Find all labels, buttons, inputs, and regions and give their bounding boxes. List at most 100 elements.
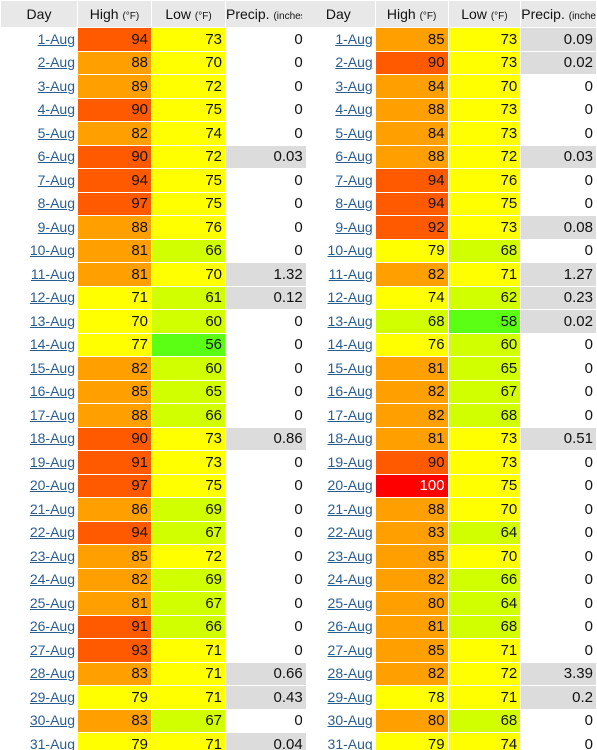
day-link[interactable]: 1-Aug	[335, 30, 373, 47]
table-row: 3-Aug 89 72 0	[1, 75, 306, 98]
day-link[interactable]: 8-Aug	[37, 195, 75, 212]
day-link[interactable]: 19-Aug	[29, 453, 75, 470]
day-link[interactable]: 10-Aug	[327, 242, 373, 259]
day-link[interactable]: 22-Aug	[327, 524, 373, 541]
table-row: 17-Aug 82 68 0	[302, 404, 596, 427]
day-link[interactable]: 15-Aug	[327, 359, 373, 376]
day-link[interactable]: 4-Aug	[335, 101, 373, 118]
day-link[interactable]: 13-Aug	[29, 312, 75, 329]
day-cell: 3-Aug	[1, 75, 77, 98]
day-link[interactable]: 31-Aug	[29, 735, 75, 750]
day-link[interactable]: 1-Aug	[37, 30, 75, 47]
precip-cell: 0	[226, 545, 306, 568]
table-row: 13-Aug 68 58 0.02	[302, 310, 596, 333]
day-link[interactable]: 26-Aug	[29, 618, 75, 635]
precip-cell: 0	[226, 639, 306, 662]
day-link[interactable]: 26-Aug	[327, 618, 373, 635]
day-link[interactable]: 14-Aug	[29, 336, 75, 353]
day-link[interactable]: 21-Aug	[327, 500, 373, 517]
day-link[interactable]: 9-Aug	[37, 218, 75, 235]
day-link[interactable]: 31-Aug	[327, 735, 373, 750]
day-link[interactable]: 20-Aug	[29, 477, 75, 494]
day-link[interactable]: 4-Aug	[37, 101, 75, 118]
day-link[interactable]: 23-Aug	[29, 547, 75, 564]
low-cell: 76	[152, 216, 225, 239]
day-cell: 27-Aug	[1, 639, 77, 662]
day-link[interactable]: 20-Aug	[327, 477, 373, 494]
day-link[interactable]: 23-Aug	[327, 547, 373, 564]
day-link[interactable]: 11-Aug	[328, 265, 373, 282]
day-link[interactable]: 21-Aug	[29, 500, 75, 517]
day-link[interactable]: 30-Aug	[29, 712, 75, 729]
day-link[interactable]: 11-Aug	[30, 265, 75, 282]
day-link[interactable]: 5-Aug	[37, 124, 75, 141]
low-cell: 66	[448, 568, 521, 591]
high-cell: 70	[78, 310, 151, 333]
low-header[interactable]: Low (°F)	[448, 1, 521, 27]
day-link[interactable]: 27-Aug	[327, 641, 373, 658]
day-link[interactable]: 29-Aug	[327, 688, 373, 705]
precip-header[interactable]: Precip. (inche	[521, 1, 596, 27]
day-link[interactable]: 8-Aug	[335, 195, 373, 212]
day-link[interactable]: 24-Aug	[327, 571, 373, 588]
day-link[interactable]: 18-Aug	[327, 430, 373, 447]
day-link[interactable]: 17-Aug	[29, 406, 75, 423]
high-cell: 68	[375, 310, 448, 333]
day-header[interactable]: Day	[1, 1, 77, 27]
day-link[interactable]: 10-Aug	[29, 242, 75, 259]
high-cell: 79	[78, 686, 151, 709]
day-cell: 18-Aug	[302, 428, 375, 451]
day-link[interactable]: 27-Aug	[29, 641, 75, 658]
day-link[interactable]: 16-Aug	[29, 383, 75, 400]
high-cell: 81	[78, 592, 151, 615]
day-link[interactable]: 6-Aug	[335, 148, 373, 165]
day-link[interactable]: 14-Aug	[327, 336, 373, 353]
day-link[interactable]: 9-Aug	[335, 218, 373, 235]
day-link[interactable]: 17-Aug	[327, 406, 373, 423]
day-link[interactable]: 3-Aug	[335, 77, 373, 94]
day-link[interactable]: 16-Aug	[327, 383, 373, 400]
day-link[interactable]: 3-Aug	[37, 77, 75, 94]
day-link[interactable]: 6-Aug	[37, 148, 75, 165]
precip-cell: 0.03	[521, 145, 596, 168]
day-link[interactable]: 13-Aug	[327, 312, 373, 329]
day-link[interactable]: 2-Aug	[37, 54, 75, 71]
day-link[interactable]: 29-Aug	[29, 688, 75, 705]
day-link[interactable]: 22-Aug	[29, 524, 75, 541]
low-cell: 73	[448, 51, 521, 74]
high-cell: 82	[375, 662, 448, 685]
high-cell: 74	[375, 286, 448, 309]
day-header[interactable]: Day	[302, 1, 375, 27]
table-row: 26-Aug 81 68 0	[302, 615, 596, 638]
day-cell: 25-Aug	[1, 592, 77, 615]
day-link[interactable]: 12-Aug	[327, 289, 373, 306]
high-header[interactable]: High (°F)	[78, 1, 151, 27]
day-link[interactable]: 2-Aug	[335, 54, 373, 71]
day-link[interactable]: 19-Aug	[327, 453, 373, 470]
precip-cell: 0	[521, 357, 596, 380]
day-link[interactable]: 18-Aug	[29, 430, 75, 447]
table-row: 18-Aug 81 73 0.51	[302, 427, 596, 451]
day-link[interactable]: 25-Aug	[327, 594, 373, 611]
day-link[interactable]: 7-Aug	[335, 171, 373, 188]
table-row: 22-Aug 83 64 0	[302, 521, 596, 544]
day-link[interactable]: 12-Aug	[29, 289, 75, 306]
high-cell: 88	[78, 216, 151, 239]
day-link[interactable]: 28-Aug	[327, 665, 373, 682]
day-link[interactable]: 28-Aug	[29, 665, 75, 682]
low-cell: 73	[448, 28, 521, 51]
day-link[interactable]: 7-Aug	[37, 171, 75, 188]
low-header[interactable]: Low (°F)	[152, 1, 225, 27]
day-link[interactable]: 5-Aug	[335, 124, 373, 141]
high-cell: 81	[78, 239, 151, 262]
high-cell: 85	[78, 380, 151, 403]
high-header[interactable]: High (°F)	[375, 1, 448, 27]
day-link[interactable]: 25-Aug	[29, 594, 75, 611]
day-link[interactable]: 30-Aug	[327, 712, 373, 729]
precip-header[interactable]: Precip. (inches	[226, 1, 306, 27]
day-link[interactable]: 15-Aug	[29, 359, 75, 376]
day-link[interactable]: 24-Aug	[29, 571, 75, 588]
day-cell: 10-Aug	[1, 240, 77, 263]
high-cell: 84	[375, 75, 448, 98]
table-row: 31-Aug 79 74 0	[302, 733, 596, 750]
